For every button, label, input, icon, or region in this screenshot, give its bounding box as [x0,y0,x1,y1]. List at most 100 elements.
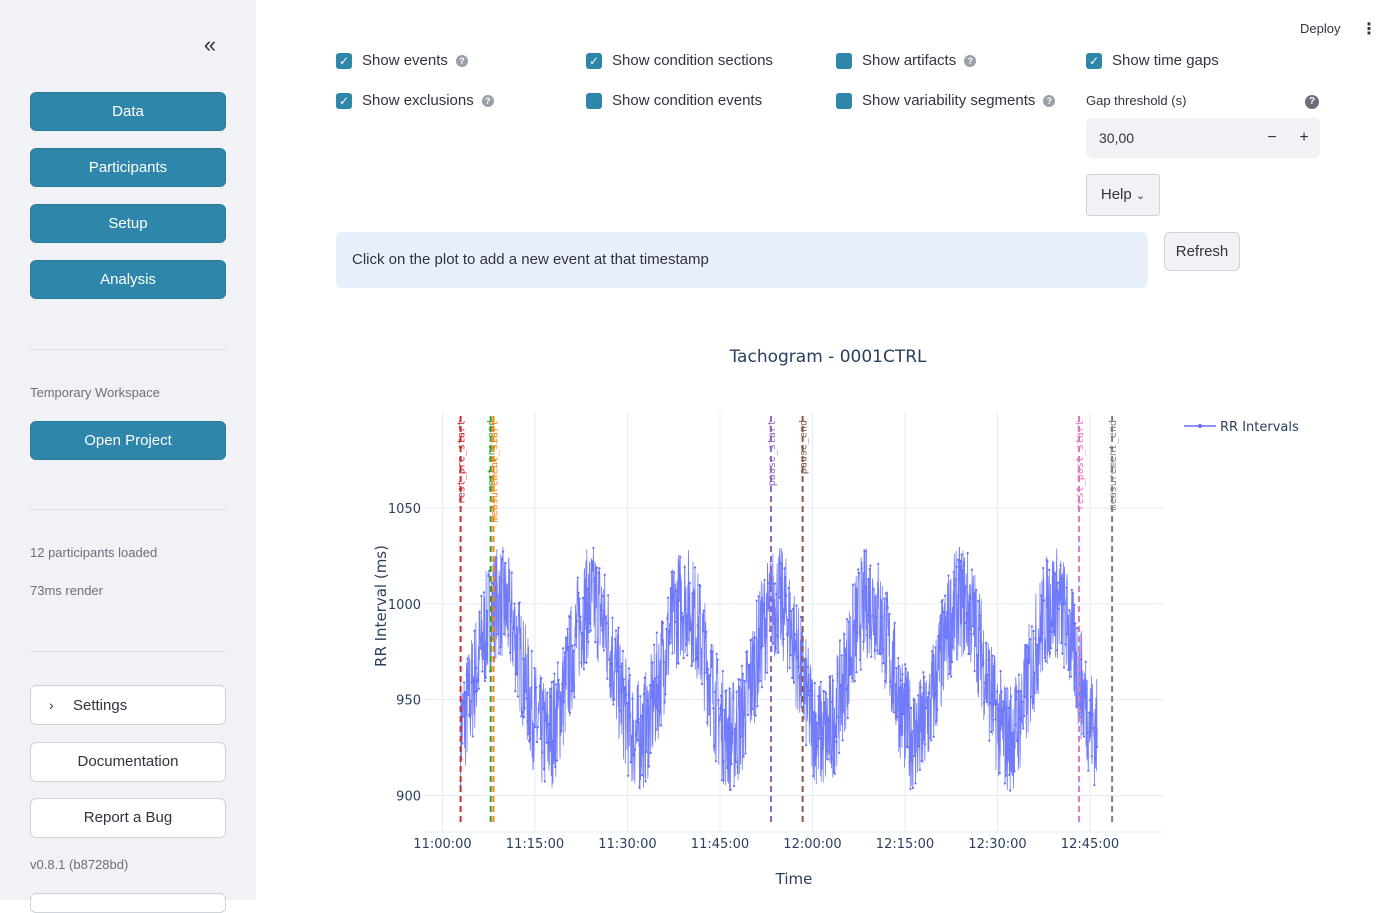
x-tick-label: 12:30:00 [968,837,1026,852]
rr-point [679,555,682,558]
help-icon[interactable]: ? [455,54,468,67]
show-exclusions-checkbox[interactable]: ✓ Show exclusions? [336,92,494,109]
rr-point [510,571,513,574]
rr-point [697,626,700,630]
refresh-button[interactable]: Refresh [1164,232,1240,271]
sidebar: « Data Participants Setup Analysis Tempo… [0,0,256,913]
show-time-gaps-checkbox[interactable]: ✓ Show time gaps [1086,52,1219,69]
sidebar-button-partial[interactable] [30,893,226,913]
rr-point [992,665,995,668]
help-icon[interactable]: ? [964,54,977,67]
deploy-button[interactable]: Deploy [1300,21,1341,36]
rr-point [947,574,950,577]
gap-threshold-input[interactable] [1086,118,1256,158]
rr-point [590,580,593,583]
double-chevron-left-icon[interactable]: « [203,32,217,57]
show-variability-segments-checkbox[interactable]: Show variability segments? [836,92,1056,109]
show-artifacts-checkbox[interactable]: Show artifacts? [836,52,977,69]
show-condition-sections-checkbox[interactable]: ✓ Show condition sections [586,52,773,69]
rr-point [1095,704,1098,707]
kebab-menu-icon[interactable]: ⋮ [1361,21,1377,38]
rr-point [1018,717,1021,720]
rr-point [583,661,586,664]
rr-point [603,573,606,576]
chevron-down-icon: ⌄ [1135,190,1146,202]
settings-expander[interactable]: › Settings [30,685,226,725]
rr-point [495,594,499,597]
rr-point [848,658,851,661]
rr-point [788,666,791,669]
x-tick-label: 12:45:00 [1061,837,1119,852]
rr-point [699,584,702,588]
increment-button[interactable]: + [1299,129,1309,146]
show-events-checkbox[interactable]: ✓ Show events? [336,52,468,69]
rr-point [528,740,531,743]
rr-point [564,682,567,685]
legend[interactable]: RR Intervals [1184,420,1299,435]
rr-point [998,772,1001,775]
rr-point [627,667,631,670]
nav-data-button[interactable]: Data [30,92,226,131]
rr-point [617,626,620,629]
nav-analysis-button[interactable]: Analysis [30,260,226,299]
rr-point [760,686,763,689]
rr-point [1087,769,1090,772]
rr-point [1065,586,1068,589]
rr-point [877,562,880,566]
rr-point [599,604,602,607]
rr-point [929,736,932,739]
rr-point [727,727,730,730]
rr-point [534,725,537,729]
show-condition-events-checkbox[interactable]: Show condition events [586,92,762,109]
rr-point [772,642,775,645]
rr-point [547,741,550,744]
decrement-button[interactable]: − [1267,129,1277,146]
rr-point [798,676,801,680]
tachogram-chart[interactable]: Tachogram - 0001CTRL rest_pre_start rest_… [336,320,1336,895]
rr-point [817,695,820,698]
rr-point [965,612,968,615]
rr-point [900,712,903,715]
rr-point [490,581,493,585]
rr-point [471,735,474,738]
rr-point [717,699,720,702]
rr-point [830,757,833,760]
rr-point [508,651,512,655]
help-icon[interactable]: ? [1305,95,1319,109]
rr-point [948,673,951,676]
report-bug-button[interactable]: Report a Bug [30,798,226,838]
rr-point [915,720,918,723]
documentation-button[interactable]: Documentation [30,742,226,782]
help-icon[interactable]: ? [1043,94,1056,107]
event-label: pause_start [767,420,778,486]
sidebar-divider [30,651,226,652]
rr-point [911,786,915,790]
rr-point [991,654,994,657]
rr-point [1030,625,1033,628]
rr-point [536,726,539,729]
rr-point [831,679,835,682]
rr-point [1041,631,1044,634]
rr-point [1006,748,1009,752]
nav-participants-button[interactable]: Participants [30,148,226,187]
rr-point [919,686,922,689]
rr-point [873,649,876,652]
rr-point [1067,668,1070,671]
rr-point [942,611,945,614]
rr-point [689,628,692,631]
rr-point [737,678,740,681]
rr-point [1037,638,1040,642]
rr-point [916,723,919,726]
help-icon[interactable]: ? [481,94,494,107]
rr-point [951,646,954,649]
rr-point [1064,643,1067,646]
x-tick-label: 11:45:00 [691,837,749,852]
rr-point [608,684,612,687]
nav-setup-button[interactable]: Setup [30,204,226,243]
rr-point [477,687,480,690]
open-project-button[interactable]: Open Project [30,421,226,460]
rr-point [844,687,848,690]
rr-point [882,662,885,665]
help-expander-button[interactable]: Help ⌄ [1086,174,1160,216]
rr-point [533,667,536,670]
